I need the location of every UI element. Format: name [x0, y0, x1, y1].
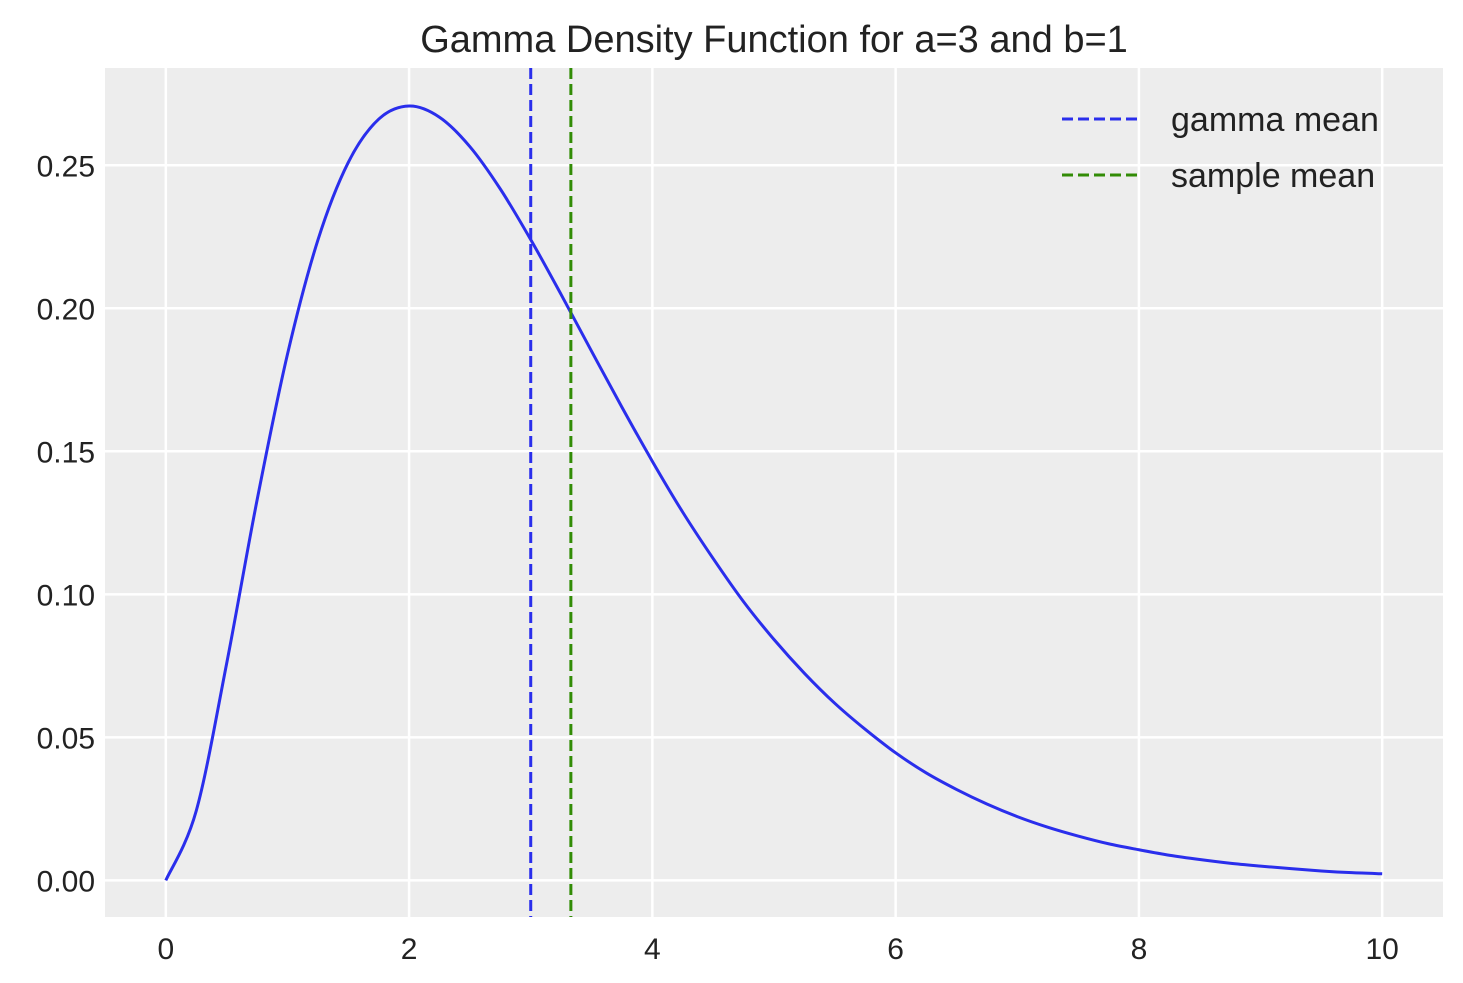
y-tick-label: 0.15: [37, 436, 95, 469]
grid-lines: [105, 68, 1443, 917]
x-tick-label: 2: [401, 933, 418, 966]
plot-area: [105, 68, 1443, 917]
y-tick-label: 0.10: [37, 579, 95, 612]
y-axis-ticks: 0.00 0.05 0.10 0.15 0.20 0.25: [37, 150, 95, 898]
x-tick-label: 6: [887, 933, 904, 966]
x-axis-ticks: 0 2 4 6 8 10: [157, 933, 1398, 966]
chart-title: Gamma Density Function for a=3 and b=1: [420, 19, 1128, 61]
y-tick-label: 0.25: [37, 150, 95, 183]
x-tick-label: 8: [1131, 933, 1148, 966]
legend-label-sample-mean: sample mean: [1171, 157, 1375, 195]
y-tick-label: 0.00: [37, 865, 95, 898]
density-curve: [164, 104, 1383, 882]
legend-label-gamma-mean: gamma mean: [1171, 101, 1379, 139]
x-tick-label: 0: [157, 933, 174, 966]
y-tick-label: 0.05: [37, 722, 95, 755]
legend: gamma mean sample mean: [1062, 101, 1379, 195]
series-layer: [164, 68, 1383, 917]
y-tick-label: 0.20: [37, 293, 95, 326]
x-tick-label: 4: [644, 933, 661, 966]
x-tick-label: 10: [1365, 933, 1398, 966]
